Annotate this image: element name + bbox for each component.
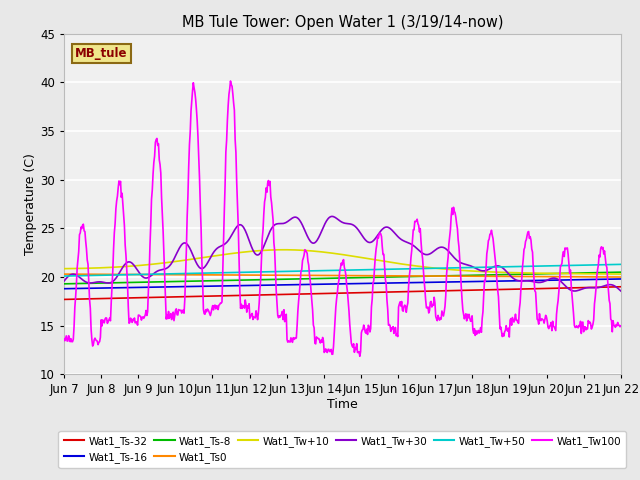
Wat1_Ts-32 [617,284,625,289]
Wat1_Ts0 [617,274,625,280]
Wat1_Tw+50 [70,273,78,279]
Wat1_Ts-16 [184,284,192,289]
Line: Wat1_Ts-32: Wat1_Ts-32 [64,287,621,300]
Wat1_Tw100 [60,336,68,342]
Wat1_Ts-32 [214,293,221,299]
Wat1_Ts-16 [214,283,221,289]
Wat1_Tw100 [356,353,364,359]
Wat1_Tw+50 [426,265,434,271]
Wat1_Tw+30 [70,271,78,277]
Text: MB_tule: MB_tule [75,47,127,60]
Wat1_Tw+10 [127,263,135,269]
Wat1_Tw+50 [214,270,221,276]
Wat1_Ts-8 [214,278,221,284]
Wat1_Tw100 [127,317,135,323]
Wat1_Tw+10 [214,252,221,258]
Wat1_Ts-16 [70,286,78,291]
Wat1_Tw100 [70,324,78,329]
Line: Wat1_Ts-16: Wat1_Ts-16 [64,279,621,288]
Wat1_Tw+30 [184,242,192,248]
Wat1_Ts-32 [60,297,68,302]
Wat1_Ts-8 [60,281,68,287]
Wat1_Tw+50 [60,273,68,279]
Wat1_Tw+10 [184,257,192,263]
Wat1_Tw+30 [127,260,135,265]
Line: Wat1_Tw+30: Wat1_Tw+30 [64,216,621,291]
Wat1_Ts-8 [426,273,434,279]
Wat1_Ts-8 [127,279,135,285]
Wat1_Tw100 [184,193,192,199]
Wat1_Tw100 [214,303,221,309]
Title: MB Tule Tower: Open Water 1 (3/19/14-now): MB Tule Tower: Open Water 1 (3/19/14-now… [182,15,503,30]
Wat1_Ts-32 [70,296,78,302]
Wat1_Tw+10 [617,271,625,277]
Wat1_Ts-32 [184,294,192,300]
Wat1_Ts0 [184,272,192,277]
Y-axis label: Temperature (C): Temperature (C) [24,153,37,255]
Wat1_Ts0 [60,271,68,277]
Wat1_Tw+10 [70,265,78,271]
Wat1_Ts-16 [127,285,135,290]
Wat1_Tw+50 [617,262,625,267]
Wat1_Tw100 [428,304,436,310]
Line: Wat1_Tw+10: Wat1_Tw+10 [64,250,621,274]
Wat1_Tw+30 [617,288,625,294]
Line: Wat1_Ts-8: Wat1_Ts-8 [64,272,621,284]
Wat1_Tw+10 [428,265,435,271]
Wat1_Tw+30 [328,214,336,219]
Wat1_Tw+30 [411,244,419,250]
Wat1_Ts0 [70,271,78,277]
Wat1_Tw100 [227,78,234,84]
X-axis label: Time: Time [327,398,358,411]
Wat1_Ts0 [214,272,221,278]
Wat1_Tw100 [617,323,625,329]
Wat1_Tw+30 [60,278,68,284]
Wat1_Ts-8 [410,274,418,279]
Wat1_Tw+50 [127,272,135,277]
Wat1_Ts-16 [426,279,434,285]
Wat1_Tw+50 [184,271,192,276]
Wat1_Ts-8 [70,281,78,287]
Wat1_Ts0 [410,273,418,279]
Wat1_Ts-32 [410,288,418,294]
Wat1_Ts0 [426,273,434,279]
Wat1_Tw+30 [214,245,221,251]
Wat1_Tw100 [412,219,419,225]
Line: Wat1_Ts0: Wat1_Ts0 [64,274,621,277]
Wat1_Ts-8 [184,278,192,284]
Wat1_Ts-16 [617,276,625,282]
Wat1_Tw+10 [280,247,288,252]
Wat1_Ts-32 [127,295,135,301]
Legend: Wat1_Ts-32, Wat1_Ts-16, Wat1_Ts-8, Wat1_Ts0, Wat1_Tw+10, Wat1_Tw+30, Wat1_Tw+50,: Wat1_Ts-32, Wat1_Ts-16, Wat1_Ts-8, Wat1_… [58,431,627,468]
Wat1_Tw+30 [428,251,435,256]
Wat1_Tw+10 [60,266,68,272]
Wat1_Ts0 [127,272,135,277]
Wat1_Ts-8 [617,269,625,275]
Wat1_Ts-32 [426,288,434,294]
Wat1_Tw+10 [411,263,419,269]
Wat1_Ts-16 [60,286,68,291]
Line: Wat1_Tw+50: Wat1_Tw+50 [64,264,621,276]
Line: Wat1_Tw100: Wat1_Tw100 [64,81,621,356]
Wat1_Tw+30 [570,288,578,294]
Wat1_Tw+50 [410,266,418,272]
Wat1_Ts-16 [410,280,418,286]
